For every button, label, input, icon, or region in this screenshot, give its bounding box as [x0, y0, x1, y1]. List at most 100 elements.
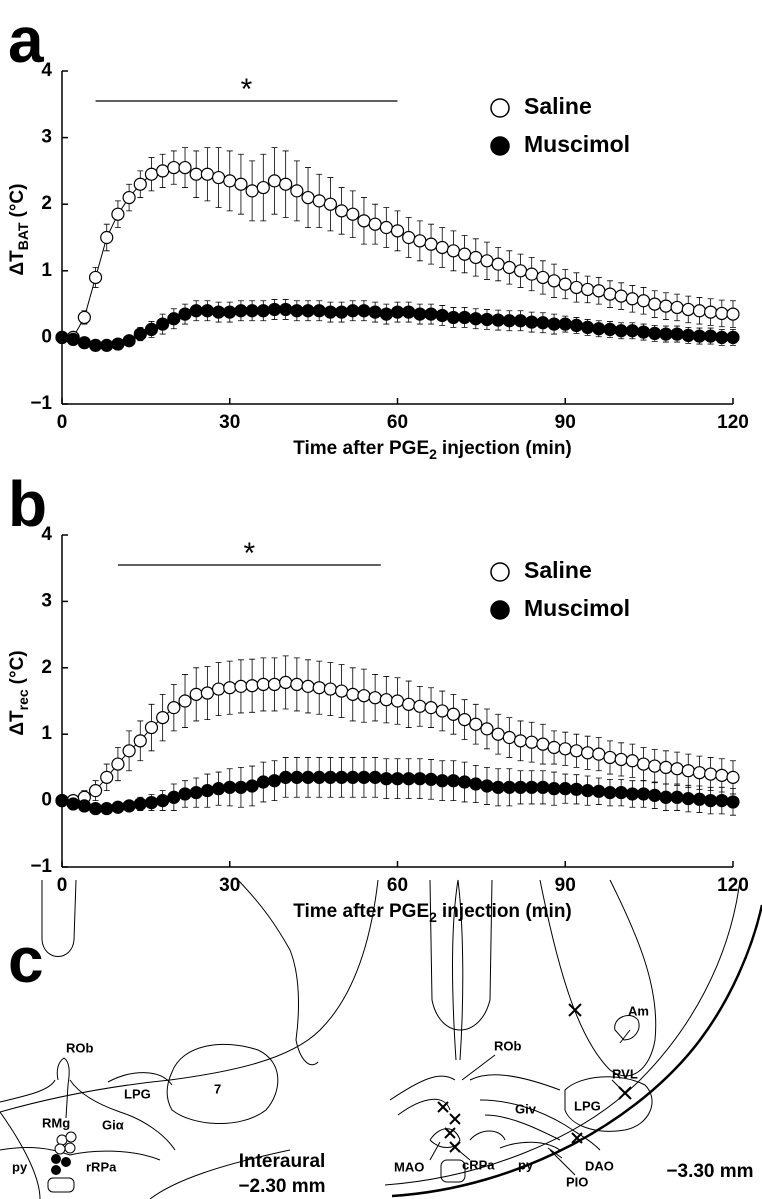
- data-point: [603, 750, 617, 765]
- data-point: [301, 679, 315, 693]
- data-point: [211, 170, 226, 185]
- data-point: [469, 250, 483, 265]
- data-point: [525, 735, 539, 749]
- legend-label: Muscimol: [524, 131, 630, 157]
- data-point: [189, 167, 203, 181]
- legend-marker: [490, 136, 510, 156]
- x-axis-label-text: Time after PGE: [293, 901, 429, 922]
- site-marker: [56, 1134, 68, 1146]
- region-label: RVL: [612, 1066, 638, 1081]
- data-point: [581, 746, 595, 760]
- data-point: [659, 790, 673, 804]
- data-point: [368, 770, 382, 784]
- y-tick-label: 4: [41, 60, 52, 81]
- data-point: [301, 190, 315, 205]
- data-point: [592, 322, 606, 336]
- data-point: [334, 684, 349, 698]
- data-point: [614, 752, 628, 767]
- data-point: [726, 795, 740, 809]
- data-point: [659, 760, 673, 775]
- data-point: [569, 318, 584, 333]
- data-point: [458, 310, 472, 325]
- data-point: [334, 305, 349, 319]
- data-point: [267, 302, 282, 317]
- data-point: [536, 270, 550, 285]
- y-tick-label: 4: [41, 524, 52, 545]
- y-tick-label: 2: [41, 193, 52, 214]
- site-marker: [64, 1142, 76, 1154]
- data-point: [525, 780, 539, 794]
- data-point: [469, 717, 483, 731]
- data-point: [469, 312, 483, 326]
- data-point: [536, 737, 550, 751]
- outline: [107, 1072, 173, 1086]
- region-label: ROb: [66, 1040, 94, 1055]
- data-point: [480, 722, 494, 736]
- data-point: [133, 734, 147, 748]
- data-point: [592, 784, 606, 798]
- data-point: [234, 679, 248, 693]
- x-tick-label: 60: [387, 875, 408, 896]
- y-tick-label: 1: [41, 723, 52, 744]
- data-point: [156, 710, 170, 725]
- data-point: [424, 701, 438, 715]
- data-point: [111, 800, 125, 814]
- data-point: [100, 338, 114, 352]
- data-point: [357, 304, 371, 318]
- data-point: [704, 329, 718, 343]
- data-point: [167, 701, 181, 715]
- data-point: [234, 304, 248, 318]
- data-point: [379, 693, 393, 707]
- data-point: [312, 770, 326, 784]
- legend-marker: [490, 98, 510, 118]
- data-point: [133, 797, 147, 811]
- data-point: [211, 782, 226, 796]
- data-point: [178, 307, 192, 321]
- data-point: [681, 328, 695, 343]
- data-point: [603, 287, 617, 301]
- outline: [41, 879, 77, 957]
- region-label: RMg: [42, 1115, 70, 1130]
- data-point: [435, 308, 449, 323]
- data-point: [111, 757, 125, 771]
- data-point: [279, 302, 293, 317]
- data-point: [144, 720, 159, 735]
- outline: [0, 1147, 161, 1161]
- data-point: [77, 310, 91, 325]
- data-point: [156, 317, 170, 331]
- region-label: LPG: [124, 1086, 151, 1101]
- data-point: [569, 280, 584, 295]
- data-point: [301, 770, 315, 784]
- region-label: Am: [628, 1003, 649, 1018]
- x-tick-label: 30: [219, 875, 240, 896]
- data-point: [715, 768, 729, 782]
- data-point: [715, 306, 729, 321]
- data-point: [525, 315, 539, 329]
- data-point: [547, 782, 561, 796]
- site-markers: [437, 1003, 632, 1153]
- data-point: [547, 317, 561, 331]
- data-point: [704, 305, 718, 319]
- data-point: [502, 730, 516, 745]
- region-label: Giα: [102, 1117, 124, 1132]
- data-point: [502, 314, 516, 328]
- data-point: [256, 180, 270, 195]
- data-point: [390, 694, 405, 708]
- data-point: [368, 305, 382, 319]
- data-point: [491, 313, 505, 327]
- data-point: [279, 770, 293, 784]
- data-point: [458, 775, 472, 789]
- outline: [56, 1057, 70, 1119]
- outline: [452, 879, 464, 1061]
- data-point: [368, 217, 382, 231]
- data-point: [279, 177, 293, 191]
- outline: [237, 879, 319, 1066]
- data-point: [312, 304, 326, 318]
- x-axis-label-text: Time after PGE: [293, 438, 429, 459]
- data-point: [312, 194, 326, 208]
- outline: [384, 879, 741, 1186]
- y-tick-label: 2: [41, 657, 52, 678]
- data-point: [323, 682, 337, 696]
- data-point: [469, 777, 483, 791]
- region-label: Giv: [515, 1101, 537, 1116]
